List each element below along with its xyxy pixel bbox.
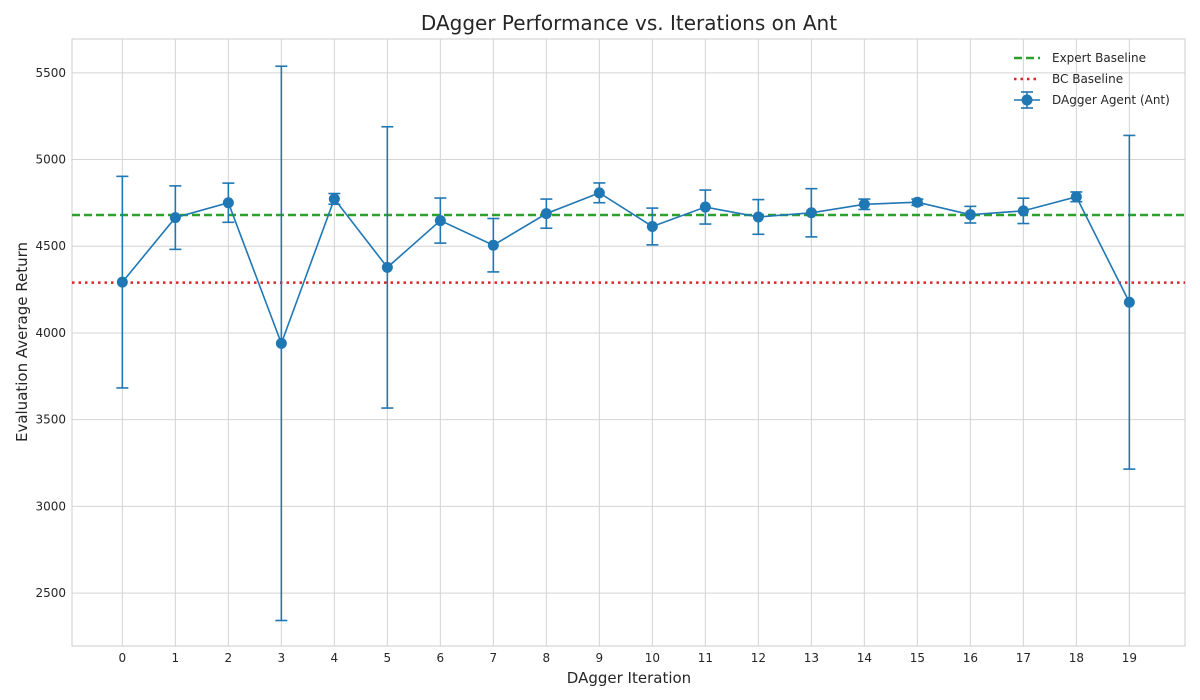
x-tick-label: 0 <box>119 651 127 665</box>
data-point <box>328 193 340 205</box>
y-tick-label: 5500 <box>35 66 66 80</box>
legend: Expert Baseline BC Baseline DAgger Agent… <box>1014 51 1170 109</box>
x-tick-label: 6 <box>437 651 445 665</box>
legend-item-bc: BC Baseline <box>1014 72 1123 86</box>
data-point <box>911 196 923 208</box>
plot-area: 0 1 2 3 4 5 6 7 8 9 10 11 12 13 14 15 16 17 18 19 250030003… <box>35 38 1186 665</box>
legend-swatch-dagger-marker <box>1021 94 1033 106</box>
legend-item-dagger: DAgger Agent (Ant) <box>1014 91 1170 109</box>
x-tick-label: 8 <box>543 651 551 665</box>
x-tick-label: 16 <box>963 651 978 665</box>
x-tick-label: 14 <box>857 651 872 665</box>
data-point <box>1070 191 1082 203</box>
x-tick-label: 5 <box>384 651 392 665</box>
data-point <box>646 220 658 232</box>
x-tick-label: 1 <box>172 651 180 665</box>
legend-item-expert: Expert Baseline <box>1014 51 1146 65</box>
x-tick-label: 3 <box>278 651 286 665</box>
y-axis-label: Evaluation Average Return <box>13 242 31 442</box>
data-point <box>593 187 605 199</box>
data-point <box>752 211 764 223</box>
legend-label-bc: BC Baseline <box>1052 72 1123 86</box>
y-tick-label: 4000 <box>35 326 66 340</box>
y-tick-label: 5000 <box>35 153 66 167</box>
data-point <box>275 337 287 349</box>
y-tick-label: 3500 <box>35 413 66 427</box>
x-axis-label: DAgger Iteration <box>567 669 691 687</box>
x-tick-label: 11 <box>698 651 713 665</box>
x-tick-label: 18 <box>1069 651 1084 665</box>
data-point <box>116 276 128 288</box>
x-tick-label: 19 <box>1122 651 1137 665</box>
x-tick-label: 4 <box>331 651 339 665</box>
legend-label-dagger: DAgger Agent (Ant) <box>1052 93 1170 107</box>
data-point <box>434 215 446 227</box>
data-point <box>858 198 870 210</box>
x-tick-label: 2 <box>225 651 233 665</box>
x-tick-label: 7 <box>490 651 498 665</box>
x-tick-label: 10 <box>645 651 660 665</box>
data-point <box>487 239 499 251</box>
data-point <box>1123 296 1135 308</box>
y-tick-labels: 2500 3000 3500 4000 4500 5000 5500 <box>35 66 66 600</box>
y-tick-label: 3000 <box>35 499 66 513</box>
data-point <box>222 197 234 209</box>
x-tick-labels: 0 1 2 3 4 5 6 7 8 9 10 11 12 13 14 15 16 17 18 19 <box>119 651 1137 665</box>
data-point <box>805 207 817 219</box>
series-layer <box>116 65 1136 622</box>
data-point <box>1017 205 1029 217</box>
data-point <box>381 261 393 273</box>
x-tick-label: 13 <box>804 651 819 665</box>
y-tick-label: 4500 <box>35 239 66 253</box>
chart-title: DAgger Performance vs. Iterations on Ant <box>421 11 837 35</box>
data-point <box>169 212 181 224</box>
series-line <box>121 191 1131 346</box>
data-point <box>699 201 711 213</box>
x-tick-label: 9 <box>596 651 604 665</box>
legend-label-expert: Expert Baseline <box>1052 51 1146 65</box>
y-tick-label: 2500 <box>35 586 66 600</box>
data-point <box>964 209 976 221</box>
plot-frame <box>71 38 1186 647</box>
data-point <box>540 208 552 220</box>
reference-lines <box>72 213 1185 284</box>
x-tick-label: 17 <box>1016 651 1031 665</box>
x-tick-label: 15 <box>910 651 925 665</box>
x-tick-label: 12 <box>751 651 766 665</box>
